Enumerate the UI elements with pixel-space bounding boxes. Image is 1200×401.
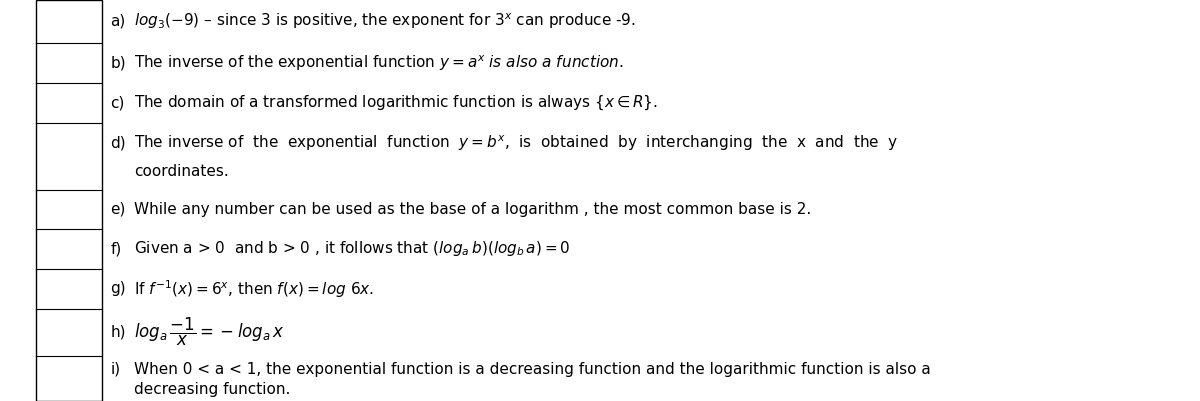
Text: If $f^{-1}(x) = 6^x$, then $f(x) = \mathit{log}\ 6x.$: If $f^{-1}(x) = 6^x$, then $f(x) = \math… <box>134 278 374 300</box>
Bar <box>36 0 102 401</box>
Text: Given a > 0  and b > 0 , it follows that $(\mathit{log_a}\, b)(\mathit{log_b}\, : Given a > 0 and b > 0 , it follows that … <box>134 239 571 258</box>
Text: i): i) <box>110 362 120 377</box>
Text: e): e) <box>110 202 126 217</box>
Text: decreasing function.: decreasing function. <box>134 382 290 397</box>
Text: The inverse of  the  exponential  function  $y = b^x$,  is  obtained  by  interc: The inverse of the exponential function … <box>134 133 899 153</box>
Text: $\mathit{log_a}\,\dfrac{-1}{x} = -\mathit{log_a}\, x$: $\mathit{log_a}\,\dfrac{-1}{x} = -\mathi… <box>134 316 286 348</box>
Text: While any number can be used as the base of a logarithm , the most common base i: While any number can be used as the base… <box>134 202 811 217</box>
Text: The inverse of the exponential function $y = a^x$ $\it{is\ also\ a\ function.}$: The inverse of the exponential function … <box>134 53 624 73</box>
Text: f): f) <box>110 241 121 256</box>
Text: c): c) <box>110 95 125 111</box>
Text: h): h) <box>110 325 126 340</box>
Text: When 0 < a < 1, the exponential function is a decreasing function and the logari: When 0 < a < 1, the exponential function… <box>134 362 931 377</box>
Text: g): g) <box>110 281 126 296</box>
Text: $\mathit{log_3(-9)}$ – since 3 is positive, the exponent for 3$^x$ can produce -: $\mathit{log_3(-9)}$ – since 3 is positi… <box>134 12 636 31</box>
Text: coordinates.: coordinates. <box>134 164 229 178</box>
Text: a): a) <box>110 14 126 29</box>
Text: The domain of a transformed logarithmic function is always $\{x \in R\}$.: The domain of a transformed logarithmic … <box>134 94 659 112</box>
Text: d): d) <box>110 136 126 151</box>
Text: b): b) <box>110 55 126 71</box>
